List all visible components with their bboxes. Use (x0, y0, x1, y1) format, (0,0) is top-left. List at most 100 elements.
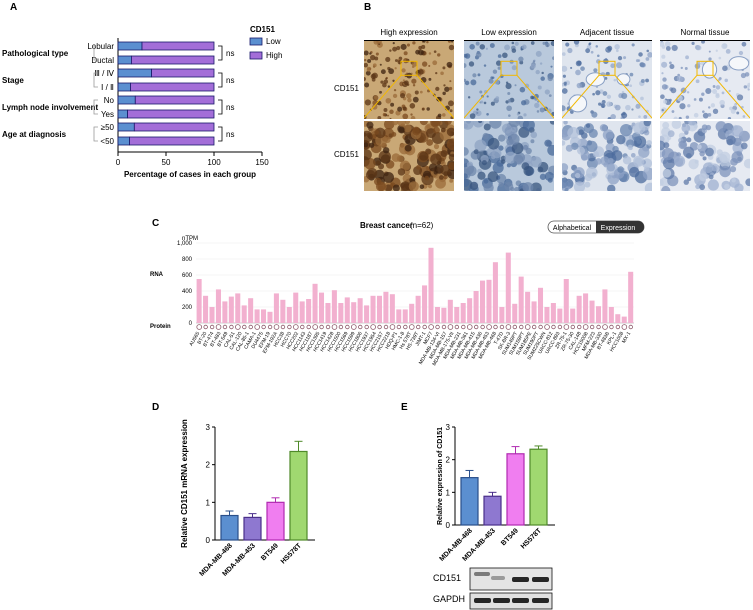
panel-b-cell-nucleus (731, 125, 744, 137)
panel-b-cell-nucleus (411, 61, 418, 67)
panel-c-protein-marker (480, 324, 485, 330)
panel-c-protein-marker (408, 324, 415, 330)
panel-b-cell-nucleus (443, 84, 446, 87)
panel-b-cell-nucleus (418, 47, 421, 50)
panel-b-cell-nucleus (629, 84, 633, 88)
panel-b-cell-nucleus (593, 151, 600, 158)
panel-c-bar (537, 287, 544, 323)
panel-a-bar-low (117, 68, 152, 78)
panel-c-protein-marker (325, 324, 331, 330)
bar (506, 453, 525, 526)
panel-b-cell-nucleus (661, 84, 668, 90)
panel-b-cell-nucleus (682, 146, 695, 158)
panel-c-bar (402, 309, 408, 323)
panel-b-cell-nucleus (743, 85, 747, 89)
panel-b-cell-nucleus (661, 147, 675, 161)
panel-b-cell-nucleus (660, 179, 664, 186)
bar (529, 448, 548, 526)
panel-c-protein-marker (589, 324, 595, 330)
panel-c-protein-marker (416, 324, 421, 330)
panel-b-cell-nucleus (550, 65, 553, 68)
panel-b-cell-nucleus (663, 99, 668, 104)
panel-b-zoom-lines (464, 74, 554, 119)
panel-b-cell-nucleus (440, 71, 444, 76)
panel-a-row-label: Ductal (91, 56, 114, 65)
panel-b-cell-nucleus (464, 123, 468, 129)
panel-b-cell-nucleus (745, 178, 750, 187)
panel-b-cell-nucleus (489, 43, 495, 48)
panel-b-cell-nucleus (505, 100, 509, 104)
panel-c-bar (318, 292, 325, 323)
panel-b-cell-nucleus (491, 148, 502, 159)
panel-b-cell-nucleus (580, 66, 585, 71)
panel-b-cell-nucleus (474, 139, 487, 152)
panel-c-bar (203, 295, 209, 323)
panel-b-cell-nucleus (449, 80, 452, 83)
panel-b-cell-nucleus (419, 90, 423, 94)
panel-b-cell-nucleus (433, 143, 440, 150)
panel-b-cell-nucleus (492, 69, 498, 74)
panel-c-protein-marker (389, 324, 396, 330)
panel-b-cell-nucleus (426, 41, 429, 44)
panel-b-cell-nucleus (374, 130, 379, 135)
panel-c-protein-marker (615, 324, 621, 330)
panel-b-cell-nucleus (414, 90, 419, 95)
panel-c-protein-marker (364, 324, 369, 330)
panel-b-cell-nucleus (570, 110, 574, 114)
panel-b-cell-nucleus (617, 166, 624, 173)
panel-b-cell-nucleus (394, 67, 397, 70)
panel-c-toggle-alphabetical: Alphabetical (553, 225, 592, 232)
panel-b-cell-nucleus (625, 104, 631, 111)
panel-a-chart: 0 50 100 150 Percentage of cases in each gro… (2, 25, 282, 179)
panel-c-bar (364, 305, 370, 323)
panel-b-cell-nucleus (743, 158, 750, 169)
panel-b-cell-nucleus (695, 184, 701, 190)
panel-b-cell-nucleus (705, 87, 712, 95)
panel-b-cell-nucleus (391, 153, 401, 162)
panel-b-cell-nucleus (602, 91, 608, 96)
panel-b-cell-nucleus (724, 183, 730, 190)
panel-b-cell-nucleus (606, 94, 612, 99)
panel-c-protein-marker (441, 324, 447, 330)
panel-b-cell-nucleus (442, 66, 446, 70)
panel-b-cell-nucleus (483, 179, 489, 184)
panel-b-cell-nucleus (406, 43, 411, 47)
panel-b-cell-nucleus (523, 165, 534, 176)
panel-b-cell-nucleus (409, 103, 416, 109)
panel-b-row-label: CD151 (334, 84, 359, 93)
panel-b-zoom-line (364, 74, 402, 119)
panel-b-cell-nucleus (565, 42, 570, 47)
panel-b-cell-nucleus (464, 147, 469, 156)
panel-b-cell-nucleus (722, 43, 728, 49)
panel-b-column-title: Normal tissue (680, 28, 730, 37)
blot-label-cd151: CD151 (433, 573, 461, 583)
panel-b-cell-nucleus (391, 131, 397, 137)
panel-b-cell-nucleus (575, 69, 581, 76)
panel-b-cell-nucleus (447, 41, 452, 43)
panel-b-cell-nucleus (599, 123, 608, 132)
panel-b-cell-nucleus (418, 49, 424, 56)
panel-a-row-label: Yes (101, 110, 114, 119)
panel-c-protein-marker (331, 324, 338, 330)
category-label: BT549 (260, 542, 280, 562)
panel-c-protein-marker (358, 324, 363, 330)
panel-c-subtitle: (n=62) (410, 221, 434, 230)
panel-b-cell-nucleus (740, 72, 747, 79)
panel-b-cell-nucleus (667, 130, 675, 138)
panel-b-cell-nucleus (464, 178, 470, 187)
panel-b-cell-nucleus (514, 84, 517, 87)
panel-b-cell-nucleus (508, 114, 511, 117)
panel-b-cell-nucleus (695, 79, 700, 84)
panel-b-column-rule (562, 40, 652, 41)
panel-b-cell-nucleus (662, 168, 672, 178)
panel-b-zoom-line (464, 74, 502, 119)
panel-b-cell-nucleus (669, 64, 675, 70)
panel-c-protein-marker (370, 324, 376, 330)
panel-b-cell-nucleus (373, 41, 379, 45)
panel-b-highmag-image (562, 121, 652, 191)
panel-b-cell-nucleus (541, 71, 544, 75)
panel-b-cell-nucleus (571, 142, 579, 151)
panel-b-cell-nucleus (661, 54, 666, 59)
panel-c-bar (525, 291, 531, 323)
panel-b-cell-nucleus (530, 41, 535, 45)
